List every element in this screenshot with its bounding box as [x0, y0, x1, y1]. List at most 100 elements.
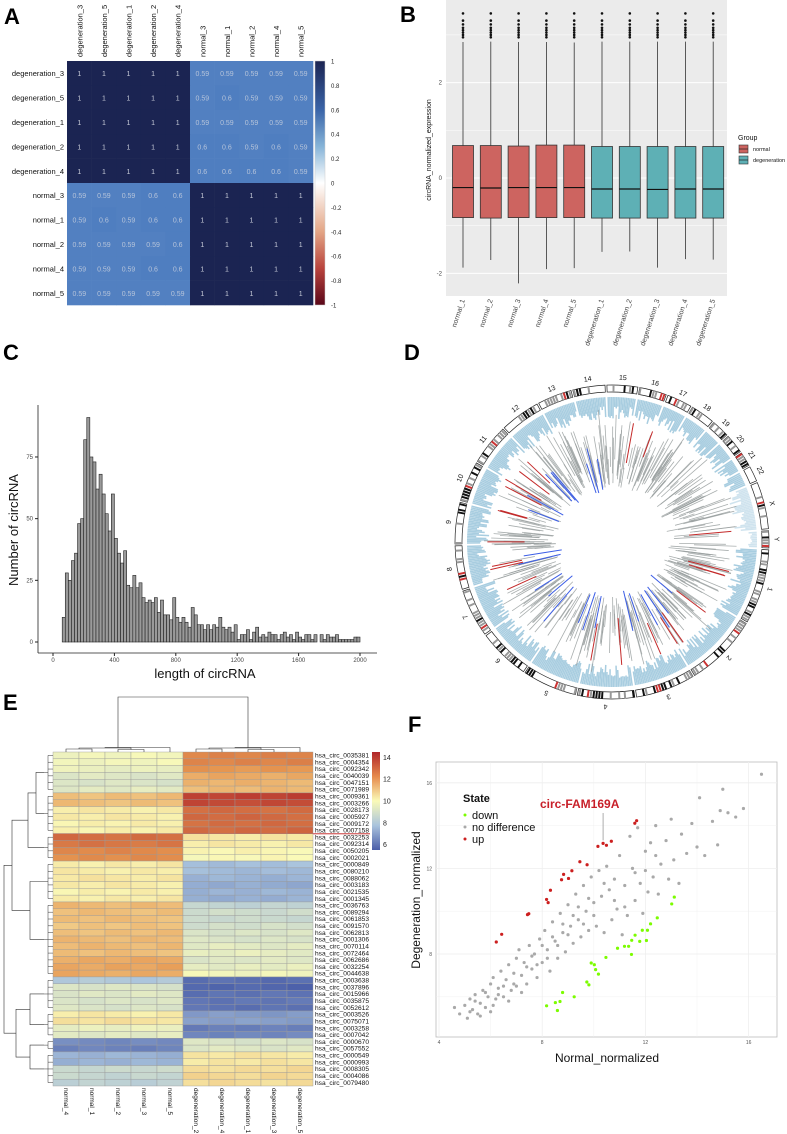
outlier-point [461, 12, 465, 15]
ideogram-band [729, 444, 737, 451]
track-bar [476, 489, 493, 497]
heatmap-cell [214, 109, 240, 135]
track-bar [688, 423, 697, 435]
track-bar [546, 657, 555, 673]
heatmap-cell [78, 1038, 106, 1046]
track-bar [531, 646, 544, 664]
heatmap-cell [156, 1038, 184, 1046]
point-down [622, 944, 627, 948]
track-bar [697, 437, 714, 454]
heatmap-cell [156, 1004, 184, 1012]
heatmap-cell [104, 881, 132, 889]
track-bar [736, 573, 753, 580]
gray-link [583, 612, 595, 651]
ideogram-band [758, 570, 767, 575]
track-bar [715, 610, 734, 623]
track-bar [704, 438, 715, 449]
track-bar [721, 600, 741, 612]
heatmap-cell [140, 85, 166, 111]
ideogram-band [471, 609, 480, 615]
heatmap-cell [286, 1072, 314, 1080]
track-bar [743, 513, 755, 517]
heatmap-cell [130, 1010, 158, 1019]
column-label: normal_3 [140, 1088, 147, 1115]
gray-link [693, 526, 737, 533]
gray-link [573, 431, 589, 474]
up-link [687, 560, 730, 572]
heatmap-cell [156, 758, 184, 766]
outlier-point [461, 28, 465, 32]
track-bar [736, 506, 753, 512]
point-no-difference [602, 931, 606, 935]
gray-link [573, 601, 583, 618]
gray-link [542, 493, 562, 508]
heatmap-cell [104, 860, 132, 869]
x-tick-label: 16 [746, 1040, 752, 1046]
cell-value: 1 [151, 71, 155, 78]
ideogram-band [713, 426, 720, 433]
heatmap-cell [104, 1058, 132, 1066]
heatmap-cell [208, 1038, 236, 1046]
up-link [625, 423, 634, 464]
point-down [555, 1008, 560, 1013]
track-bar [721, 605, 738, 616]
gray-link [516, 481, 551, 504]
track-bar [622, 397, 626, 414]
track-bar [598, 667, 602, 687]
track-bar [700, 440, 717, 457]
ideogram-band [644, 688, 648, 696]
gray-link [650, 467, 667, 490]
track-bar [494, 456, 510, 468]
colorbar-tick: -0.2 [331, 206, 342, 212]
colorbar [314, 60, 326, 306]
heatmap-cell [234, 1044, 262, 1053]
heatmap-cell [286, 976, 314, 984]
heatmap-cell [208, 963, 236, 971]
point-no-difference [618, 853, 622, 858]
track-bar [743, 509, 754, 514]
heatmap-cell [116, 158, 142, 184]
y-tick-label: 50 [26, 517, 33, 523]
track-bar [482, 475, 496, 483]
heatmap-cell [182, 894, 210, 903]
track-bar [467, 549, 485, 553]
heatmap-cell [78, 833, 106, 841]
track-bar [709, 623, 725, 636]
histogram-bar [117, 552, 121, 643]
ideogram-band [761, 552, 769, 555]
track-bar [517, 430, 533, 449]
point-no-difference [589, 875, 593, 879]
gray-link [658, 592, 685, 621]
track-bar [565, 665, 572, 680]
outlier-point [517, 35, 520, 39]
ideogram-band [578, 688, 582, 696]
colorbar-tick: -0.4 [331, 230, 342, 236]
ideogram-band [499, 646, 507, 654]
histogram-bar [150, 602, 155, 643]
track-bar [740, 498, 751, 503]
point-no-difference [496, 986, 500, 990]
x-tick-label: degeneration_1 [584, 298, 606, 347]
up-link [506, 575, 537, 591]
column-label: normal_5 [166, 1088, 173, 1115]
heatmap-cell [156, 1058, 184, 1066]
heatmap-cell [234, 881, 262, 889]
track-bar [715, 448, 724, 456]
gray-link [609, 612, 611, 654]
heatmap-cell [52, 833, 80, 841]
outlier-point [489, 26, 493, 30]
ideogram-band [457, 511, 465, 515]
track-bar [729, 482, 745, 491]
track-bar [656, 657, 666, 678]
track-bar [645, 670, 650, 683]
gray-link [497, 531, 531, 536]
heatmap-cell [208, 915, 236, 923]
heatmap-cell [182, 799, 210, 807]
down-link [545, 473, 573, 502]
gray-link [604, 445, 608, 479]
track-bar [477, 487, 496, 497]
gray-link [651, 589, 676, 620]
cell-value: 1 [176, 71, 180, 78]
point-no-difference [519, 973, 524, 978]
heatmap-cell [116, 109, 142, 135]
